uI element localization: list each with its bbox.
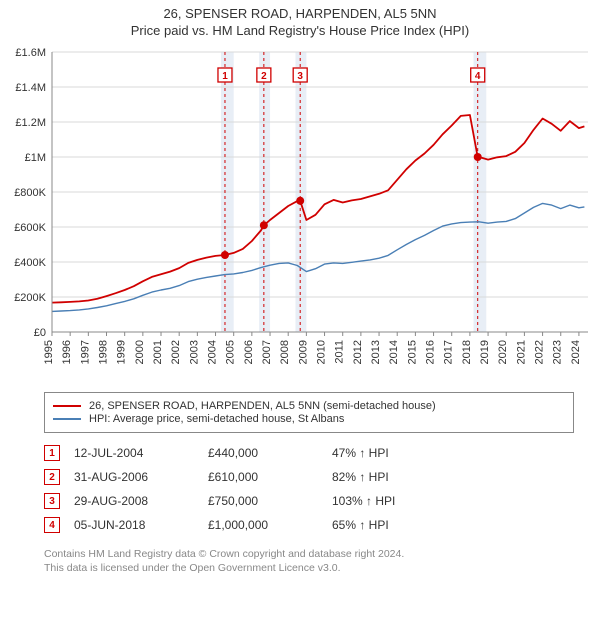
svg-text:£400K: £400K [14, 257, 46, 269]
svg-text:1997: 1997 [79, 340, 91, 364]
legend-item-hpi: HPI: Average price, semi-detached house,… [53, 413, 565, 425]
chart-subtitle: Price paid vs. HM Land Registry's House … [8, 23, 592, 38]
sale-date: 29-AUG-2008 [74, 494, 194, 508]
sale-marker-box: 1 [44, 445, 60, 461]
sale-pct-vs-hpi: 103% ↑ HPI [332, 494, 442, 508]
svg-text:2019: 2019 [479, 340, 491, 364]
svg-text:1996: 1996 [61, 340, 73, 364]
svg-text:2006: 2006 [243, 340, 255, 364]
sales-row: 2 31-AUG-2006 £610,000 82% ↑ HPI [44, 465, 574, 489]
sale-date: 12-JUL-2004 [74, 446, 194, 460]
svg-text:2000: 2000 [134, 340, 146, 364]
svg-text:£1.6M: £1.6M [15, 47, 46, 59]
svg-text:2021: 2021 [515, 340, 527, 364]
svg-text:2013: 2013 [370, 340, 382, 364]
svg-text:2003: 2003 [188, 340, 200, 364]
sale-pct-vs-hpi: 47% ↑ HPI [332, 446, 442, 460]
legend-label-property: 26, SPENSER ROAD, HARPENDEN, AL5 5NN (se… [89, 400, 436, 412]
legend-swatch-hpi [53, 418, 81, 420]
svg-text:3: 3 [297, 71, 303, 82]
svg-text:£800K: £800K [14, 187, 46, 199]
svg-text:2008: 2008 [279, 340, 291, 364]
sale-marker-box: 2 [44, 469, 60, 485]
sale-pct-vs-hpi: 82% ↑ HPI [332, 470, 442, 484]
svg-text:£200K: £200K [14, 292, 46, 304]
sales-row: 4 05-JUN-2018 £1,000,000 65% ↑ HPI [44, 513, 574, 537]
svg-text:1995: 1995 [43, 340, 55, 364]
svg-text:2018: 2018 [461, 340, 473, 364]
sales-row: 3 29-AUG-2008 £750,000 103% ↑ HPI [44, 489, 574, 513]
sale-price: £610,000 [208, 470, 318, 484]
svg-text:2009: 2009 [297, 340, 309, 364]
svg-text:2020: 2020 [497, 340, 509, 364]
sale-marker-box: 3 [44, 493, 60, 509]
footer-line-1: Contains HM Land Registry data © Crown c… [44, 547, 574, 561]
svg-text:2024: 2024 [570, 340, 582, 364]
legend-swatch-property [53, 405, 81, 407]
svg-text:2004: 2004 [207, 340, 219, 364]
svg-text:1999: 1999 [116, 340, 128, 364]
svg-text:2014: 2014 [388, 340, 400, 364]
sale-pct-vs-hpi: 65% ↑ HPI [332, 518, 442, 532]
svg-text:£0: £0 [34, 327, 46, 339]
footer-line-2: This data is licensed under the Open Gov… [44, 561, 574, 575]
page-root: 26, SPENSER ROAD, HARPENDEN, AL5 5NN Pri… [0, 0, 600, 620]
svg-text:2010: 2010 [316, 340, 328, 364]
sale-price: £750,000 [208, 494, 318, 508]
svg-text:2001: 2001 [152, 340, 164, 364]
svg-text:2012: 2012 [352, 340, 364, 364]
legend: 26, SPENSER ROAD, HARPENDEN, AL5 5NN (se… [44, 392, 574, 433]
svg-text:2016: 2016 [425, 340, 437, 364]
svg-text:2005: 2005 [225, 340, 237, 364]
svg-text:£600K: £600K [14, 222, 46, 234]
sale-marker-box: 4 [44, 517, 60, 533]
sale-price: £1,000,000 [208, 518, 318, 532]
footer: Contains HM Land Registry data © Crown c… [44, 547, 574, 575]
svg-text:£1.2M: £1.2M [15, 117, 46, 129]
svg-text:1998: 1998 [98, 340, 110, 364]
price-chart: £0 £200K £400K £600K £800K £1M £1.2M £1.4M £1.6M… [8, 46, 592, 386]
legend-item-property: 26, SPENSER ROAD, HARPENDEN, AL5 5NN (se… [53, 400, 565, 412]
svg-text:£1.4M: £1.4M [15, 82, 46, 94]
svg-text:2: 2 [261, 71, 267, 82]
chart-title: 26, SPENSER ROAD, HARPENDEN, AL5 5NN [8, 6, 592, 21]
sales-table: 1 12-JUL-2004 £440,000 47% ↑ HPI 2 31-AUG-200… [44, 441, 574, 537]
svg-text:2022: 2022 [534, 340, 546, 364]
chart-area: £0 £200K £400K £600K £800K £1M £1.2M £1.4M £1.6M… [8, 46, 592, 386]
svg-text:2017: 2017 [443, 340, 455, 364]
svg-text:2011: 2011 [334, 340, 346, 364]
svg-text:1: 1 [222, 71, 228, 82]
svg-text:2002: 2002 [170, 340, 182, 364]
svg-text:£1M: £1M [25, 152, 46, 164]
svg-text:2015: 2015 [406, 340, 418, 364]
sales-row: 1 12-JUL-2004 £440,000 47% ↑ HPI [44, 441, 574, 465]
svg-text:2023: 2023 [552, 340, 564, 364]
sale-date: 31-AUG-2006 [74, 470, 194, 484]
sale-price: £440,000 [208, 446, 318, 460]
svg-text:2007: 2007 [261, 340, 273, 364]
sale-date: 05-JUN-2018 [74, 518, 194, 532]
legend-label-hpi: HPI: Average price, semi-detached house,… [89, 413, 344, 425]
svg-text:4: 4 [475, 71, 481, 82]
